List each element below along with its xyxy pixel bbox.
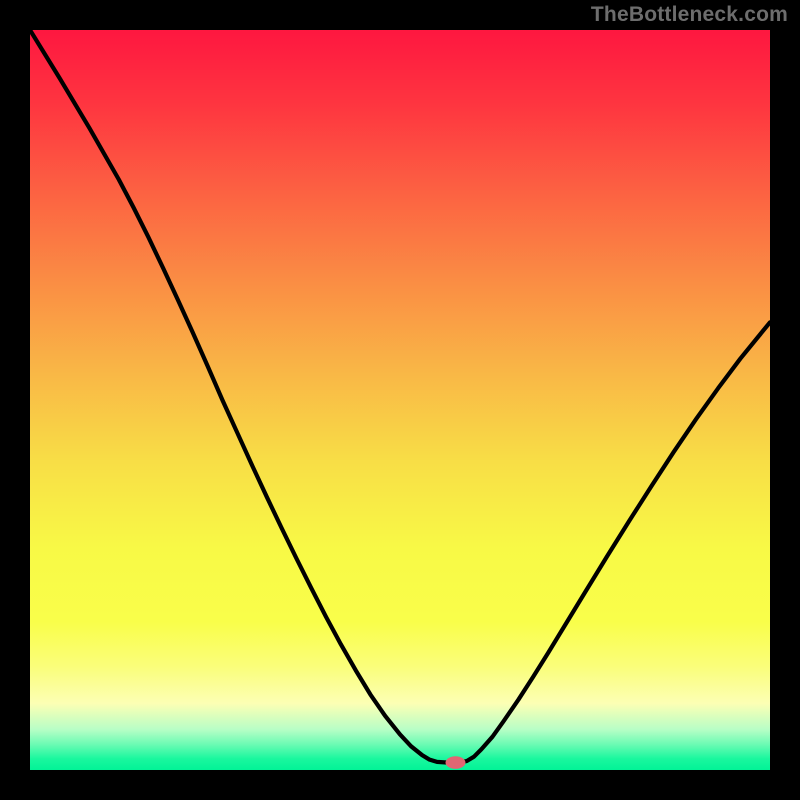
bottleneck-chart bbox=[30, 30, 770, 770]
chart-svg bbox=[30, 30, 770, 770]
chart-container: TheBottleneck.com bbox=[0, 0, 800, 800]
watermark-text: TheBottleneck.com bbox=[591, 3, 788, 27]
